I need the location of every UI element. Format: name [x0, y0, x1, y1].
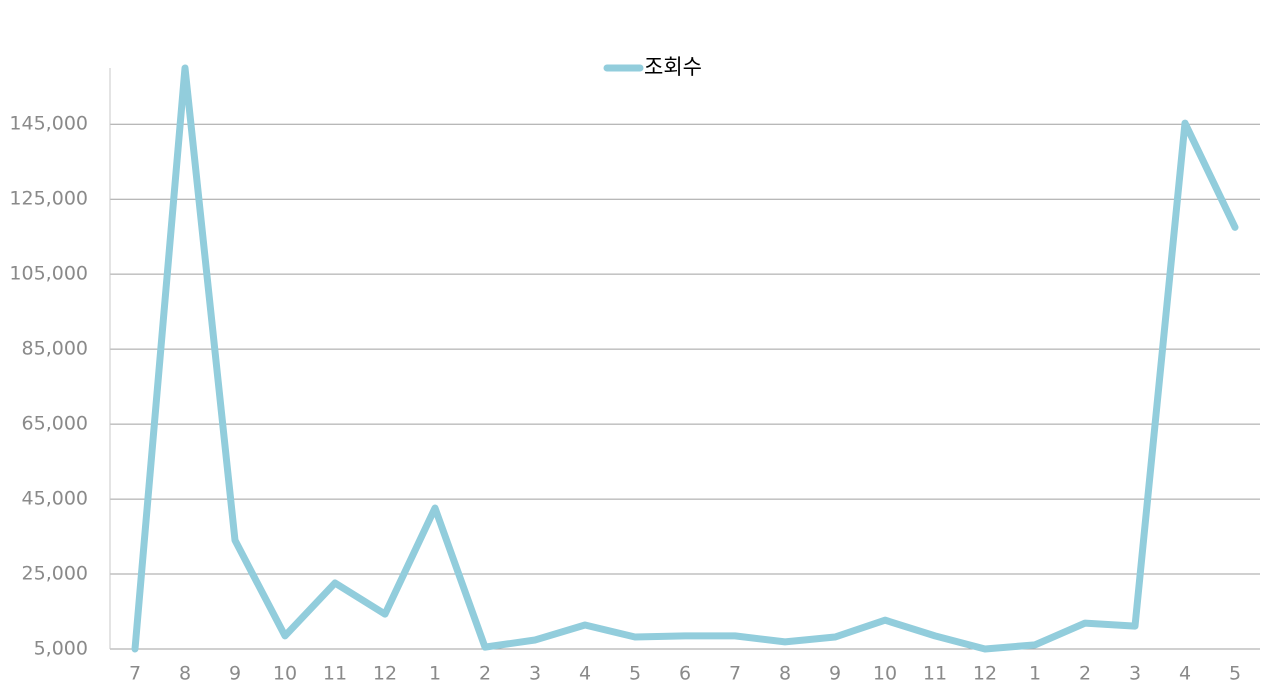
y-tick-label: 105,000: [9, 263, 88, 285]
x-tick-label: 11: [923, 663, 947, 685]
y-tick-label: 25,000: [22, 563, 88, 585]
legend-text: 조회수: [644, 55, 702, 79]
x-tick-label: 4: [579, 663, 591, 685]
x-tick-label: 8: [779, 663, 791, 685]
x-tick-label: 8: [179, 663, 191, 685]
y-tick-label: 5,000: [34, 638, 88, 660]
x-tick-label: 12: [373, 663, 397, 685]
x-tick-label: 2: [479, 663, 491, 685]
y-tick-label: 85,000: [22, 338, 88, 360]
x-tick-label: 6: [679, 663, 691, 685]
x-tick-label: 3: [1129, 663, 1141, 685]
x-tick-label: 1: [1029, 663, 1041, 685]
x-tick-label: 9: [229, 663, 241, 685]
data-line: [131, 64, 1239, 653]
y-tick-label: 45,000: [22, 488, 88, 510]
y-tick-label: 145,000: [9, 113, 88, 135]
x-tick-label: 7: [129, 663, 141, 685]
x-tick-label: 5: [629, 663, 641, 685]
x-tick-label: 11: [323, 663, 347, 685]
y-tick-label: 65,000: [22, 413, 88, 435]
x-tick-label: 7: [729, 663, 741, 685]
x-tick-label: 4: [1179, 663, 1191, 685]
x-tick-label: 3: [529, 663, 541, 685]
y-tick-label: 125,000: [9, 188, 88, 210]
x-tick-label: 10: [873, 663, 897, 685]
x-tick-label: 10: [273, 663, 297, 685]
x-tick-label: 12: [973, 663, 997, 685]
x-tick-label: 1: [429, 663, 441, 685]
x-tick-label: 9: [829, 663, 841, 685]
x-tick-label: 5: [1229, 663, 1241, 685]
x-tick-label: 2: [1079, 663, 1091, 685]
